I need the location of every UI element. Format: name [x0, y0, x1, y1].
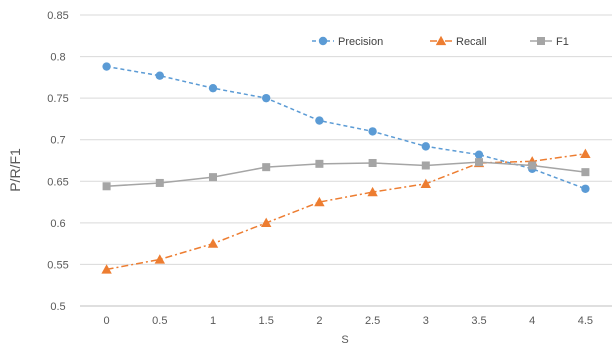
precision-point	[421, 142, 430, 151]
y-tick-label: 0.85	[47, 10, 68, 22]
f1-point	[475, 158, 483, 167]
x-tick-label: 1	[210, 315, 216, 327]
y-tick-label: 0.5	[50, 301, 65, 313]
legend-label: F1	[556, 36, 569, 48]
y-tick-label: 0.55	[47, 259, 68, 271]
f1-point	[155, 178, 164, 187]
legend-item-f1: F1	[530, 36, 569, 48]
f1-point	[368, 158, 377, 167]
f1-point	[581, 168, 590, 177]
recall-point	[261, 217, 272, 228]
y-tick-label: 0.65	[47, 176, 68, 188]
f1-point	[421, 161, 430, 170]
recall-point	[580, 148, 591, 159]
x-tick-label: 0.5	[152, 315, 167, 327]
recall-point	[101, 264, 112, 274]
legend-label: Precision	[338, 36, 383, 48]
legend: Precision Recall F1	[312, 35, 569, 48]
f1-point	[102, 182, 111, 191]
legend-item-precision: Precision	[312, 36, 383, 48]
legend-label: Recall	[456, 36, 487, 48]
y-tick-label: 0.7	[50, 135, 65, 147]
series-f1	[102, 158, 590, 191]
f1-point	[209, 173, 217, 182]
legend-marker	[537, 37, 545, 45]
precision-point	[102, 62, 111, 71]
x-tick-label: 3.5	[471, 315, 486, 327]
y-tick-label: 0.75	[47, 93, 68, 105]
x-tick-label: 4.5	[578, 315, 593, 327]
y-axis-ticks: 0.5 0.55 0.6 0.65 0.7 0.75 0.8 0.85	[47, 10, 68, 313]
precision-point	[368, 127, 377, 136]
series-layer	[101, 62, 591, 274]
recall-point	[420, 178, 431, 188]
recall-line	[106, 153, 586, 271]
precision-line	[106, 65, 586, 190]
legend-item-recall: Recall	[430, 35, 487, 48]
y-tick-label: 0.6	[50, 218, 65, 230]
series-recall	[101, 148, 591, 274]
x-axis-ticks: 0 0.5 1 1.5 2 2.5 3 3.5 4 4.5	[104, 315, 594, 327]
recall-point	[154, 254, 165, 264]
f1-point	[262, 163, 271, 172]
legend-marker	[318, 36, 328, 46]
x-tick-label: 2.5	[365, 315, 380, 327]
precision-point	[208, 83, 218, 93]
precision-point	[155, 71, 164, 80]
y-tick-label: 0.8	[50, 52, 65, 64]
f1-point	[528, 161, 537, 170]
y-axis-title: P/R/F1	[7, 148, 23, 192]
legend-marker	[435, 35, 447, 46]
x-tick-label: 0	[104, 315, 110, 327]
precision-point	[581, 184, 590, 193]
recall-point	[314, 196, 325, 207]
f1-line	[106, 161, 586, 188]
x-tick-label: 4	[529, 315, 535, 327]
f1-point	[315, 159, 324, 168]
recall-point	[207, 238, 219, 248]
precision-point	[262, 93, 271, 103]
recall-point	[367, 186, 378, 197]
series-precision	[102, 62, 590, 193]
x-tick-label: 1.5	[259, 315, 274, 327]
x-tick-label: 2	[316, 315, 322, 327]
x-axis-title: S	[341, 334, 348, 346]
precision-point	[474, 150, 484, 159]
precision-point	[315, 116, 324, 125]
x-tick-label: 3	[423, 315, 429, 327]
